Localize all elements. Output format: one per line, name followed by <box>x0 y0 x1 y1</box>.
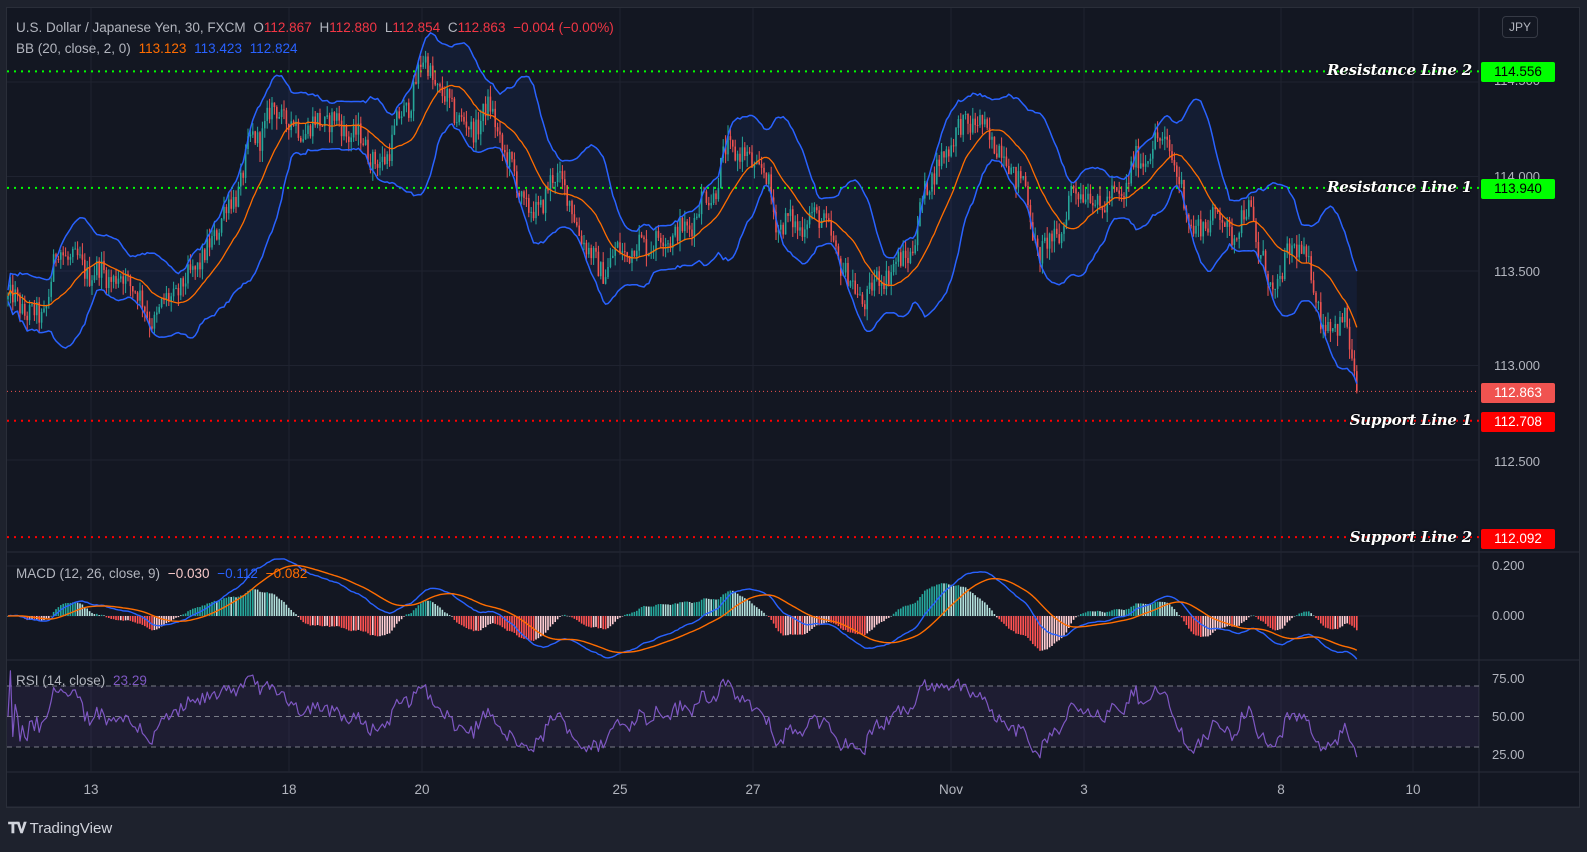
time-axis-label: 20 <box>414 782 430 797</box>
bollinger-upper-line <box>7 32 1358 291</box>
time-axis-label: 10 <box>1405 782 1421 797</box>
low-value: 112.854 <box>392 20 441 35</box>
open-value: 112.867 <box>263 20 312 35</box>
support-line-1-label[interactable]: Support Line 1 <box>1349 411 1473 429</box>
rsi-axis-label: 25.00 <box>1492 747 1525 762</box>
macd-label: MACD (12, 26, close, 9) <box>16 566 161 581</box>
macd-axis-label: 0.200 <box>1492 558 1525 573</box>
last-price-tag: 112.863 <box>1481 383 1555 403</box>
symbol-legend: U.S. Dollar / Japanese Yen, 30, FXCM O11… <box>16 20 614 35</box>
resistance-line-1-tag: 113.940 <box>1481 179 1555 199</box>
macd-line <box>7 558 1358 660</box>
bb-legend[interactable]: BB (20, close, 2, 0) 113.123 113.423 112… <box>16 41 302 56</box>
top-strip <box>0 0 1587 7</box>
symbol-title: U.S. Dollar / Japanese Yen, 30, FXCM <box>16 20 246 35</box>
rsi-legend[interactable]: RSI (14, close) 23.29 <box>16 673 151 688</box>
macd-legend[interactable]: MACD (12, 26, close, 9) −0.030 −0.112 −0… <box>16 566 311 581</box>
brand-name: TradingView <box>29 820 113 837</box>
bollinger-basis-line <box>7 84 1358 328</box>
time-axis-label: Nov <box>938 782 964 797</box>
bb-upper-value: 113.423 <box>194 41 242 56</box>
tradingview-footer[interactable]: 𝐓𝐕 TradingView <box>8 820 112 837</box>
rsi-line <box>7 670 1358 759</box>
time-axis-label: 25 <box>612 782 628 797</box>
macd-hist-value: −0.030 <box>167 566 210 581</box>
time-axis-label: 3 <box>1080 782 1088 797</box>
bollinger-band-fill <box>8 32 1357 384</box>
time-axis-label: 8 <box>1277 782 1285 797</box>
signal-line <box>7 564 1358 654</box>
currency-button[interactable]: JPY <box>1502 16 1538 38</box>
change-value: −0.004 (−0.00%) <box>513 20 614 35</box>
macd-signal-value: −0.082 <box>265 566 308 581</box>
time-axis-label: 27 <box>745 782 761 797</box>
high-value: 112.880 <box>329 20 378 35</box>
bb-basis-value: 113.123 <box>138 41 187 56</box>
support-line-1-tag: 112.708 <box>1481 412 1555 432</box>
time-axis-label: 18 <box>281 782 297 797</box>
price-axis-label: 112.500 <box>1494 454 1541 469</box>
bb-label: BB (20, close, 2, 0) <box>16 41 131 56</box>
price-axis-label: 113.000 <box>1494 358 1541 373</box>
rsi-axis-label: 75.00 <box>1492 671 1525 686</box>
rsi-label: RSI (14, close) <box>16 673 106 688</box>
bollinger-lower-line <box>7 123 1358 384</box>
resistance-line-2-label[interactable]: Resistance Line 2 <box>1326 61 1472 79</box>
rsi-value: 23.29 <box>113 673 147 688</box>
macd-axis-label: 0.000 <box>1492 608 1525 623</box>
resistance-line-1-label[interactable]: Resistance Line 1 <box>1326 178 1472 196</box>
time-axis-label: 13 <box>83 782 99 797</box>
price-axis-label: 113.500 <box>1494 264 1541 279</box>
support-line-2-label[interactable]: Support Line 2 <box>1349 528 1473 546</box>
close-value: 112.863 <box>457 20 506 35</box>
bb-lower-value: 112.824 <box>249 41 298 56</box>
tradingview-logo-icon: 𝐓𝐕 <box>8 820 27 837</box>
macd-line-value: −0.112 <box>217 566 258 581</box>
rsi-axis-label: 50.00 <box>1492 709 1525 724</box>
support-line-2-tag: 112.092 <box>1481 529 1555 549</box>
chart-frame <box>6 7 1580 808</box>
resistance-line-2-tag: 114.556 <box>1481 62 1555 82</box>
